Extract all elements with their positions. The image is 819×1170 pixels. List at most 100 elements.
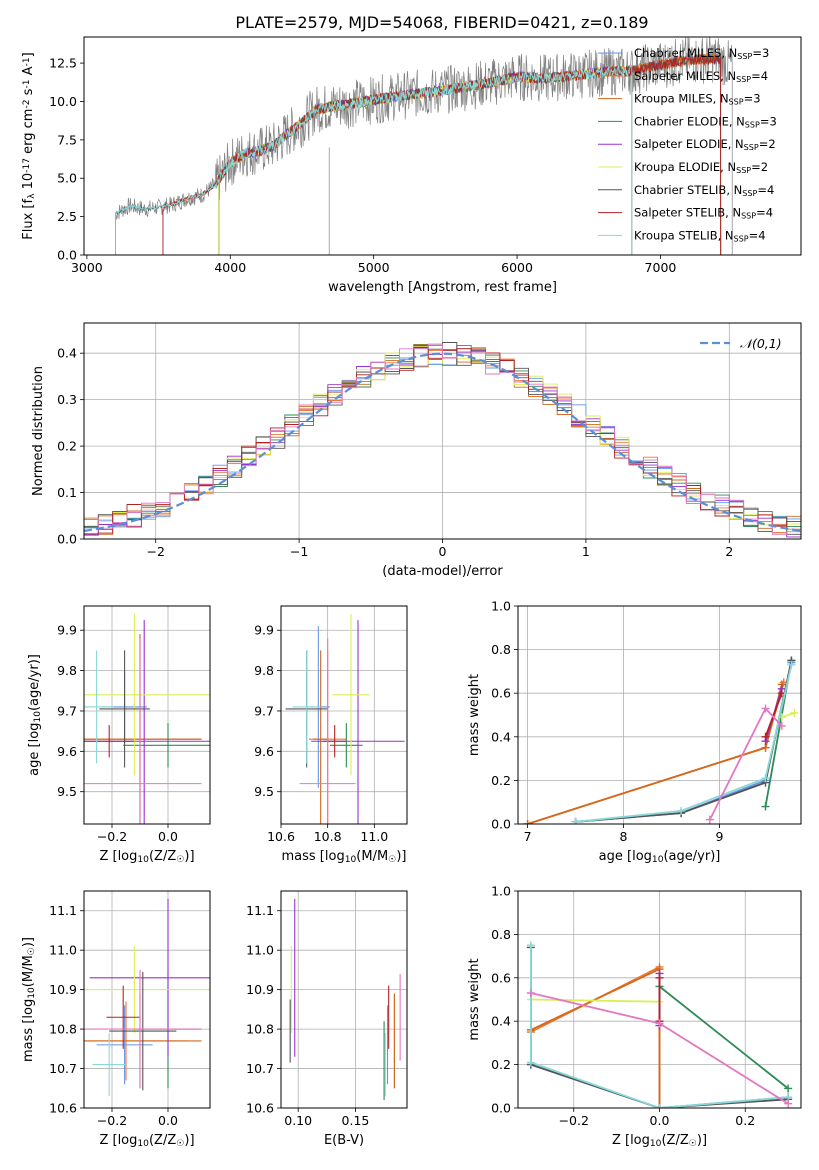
weight-series-8 [764,692,783,738]
x-tick-label: −2 [146,544,164,559]
weight-marker [526,1058,535,1067]
x-tick-label: 0 [439,544,447,559]
y-tick-label: 9.8 [254,663,274,678]
gaussian-curve [84,352,801,532]
panel-residual-hist: −2 −1 0 1 2 0.0 0.1 0.2 0.3 0.4 (data-model)/error… [31,322,802,579]
y-tick-label: 0.4 [57,346,77,361]
y-tick-label: 9.6 [254,744,274,759]
axes-frame [280,605,408,825]
weight-marker [761,704,770,713]
weight-marker [761,774,770,783]
weight-marker [677,806,686,815]
y-axis-label: age [log10(age/yr)] [27,654,43,776]
y-tick-label: 5.0 [57,171,77,186]
legend-label: Chabrier MILES, NSSP=3 [634,46,769,61]
weight-series-6 [781,711,795,719]
panel-mass-weight-vs-Z: −0.2 0.0 0.2 0.0 0.2 0.4 0.6 0.8 1.0 Z [log10(Z/Z… [467,884,802,1149]
weight-marker [526,988,535,997]
weight-marker [655,1104,664,1108]
model-spectrum-line-8 [162,53,722,255]
weight-marker [571,817,580,824]
y-tick-label: 0.0 [491,817,511,832]
x-tick-label: 7 [524,829,532,844]
y-tick-label: 0.8 [491,927,511,942]
x-tick-label: 6000 [501,260,533,275]
residual-histogram-9 [84,343,801,539]
x-axis-label: mass [log10(M/M☉)] [282,849,407,865]
y-tick-label: 10.6 [49,1101,77,1116]
plot-area [115,37,733,255]
y-tick-label: 10.8 [246,1022,274,1037]
y-tick-label: 0.1 [57,485,77,500]
panel-mass-weight-vs-age: 7 8 9 0.0 0.2 0.4 0.6 0.8 1.0 age [log10(age/yr)]… [467,599,802,865]
y-tick-label: 10.0 [49,94,77,109]
y-tick-label: 10.6 [246,1101,274,1116]
weight-marker [523,820,532,824]
x-tick-label: −1 [290,544,308,559]
y-tick-label: 0.2 [491,773,511,788]
y-tick-label: 0.2 [491,1057,511,1072]
y-tick-label: 2.5 [57,209,77,224]
legend-label: Chabrier ELODIE, NSSP=3 [634,114,777,129]
y-tick-label: 0.0 [57,248,77,263]
x-tick-label: 11.0 [360,829,388,844]
y-axis-label: Normed distribution [31,366,46,496]
x-axis-label: Z [log10(Z/Z☉)] [99,1133,194,1149]
legend-label: Salpeter STELIB, NSSP=4 [634,206,773,221]
weight-series-6 [530,998,660,1003]
weight-marker [526,941,535,950]
weight-marker [655,1019,664,1028]
plot-area [84,614,210,824]
y-tick-label: 10.7 [246,1061,274,1076]
panel-spectrum: 3000 4000 5000 6000 7000 0.0 2.5 5.0 7.5 10.0 12.5… [21,36,802,295]
figure-title: PLATE=2579, MJD=54068, FIBERID=0421, z=0… [235,13,648,32]
weight-series-2 [527,682,785,824]
x-axis-label: E(B-V) [324,1133,364,1148]
y-tick-label: 10.9 [49,982,77,997]
weight-series-3 [527,684,783,824]
y-tick-label: 10.8 [49,1022,77,1037]
weight-marker [790,708,799,717]
x-axis-label: (data-model)/error [382,564,503,579]
x-axis-label: age [log10(age/yr)] [599,849,721,865]
x-tick-label: 0.0 [158,829,178,844]
y-tick-label: 10.9 [246,982,274,997]
x-tick-label: −0.2 [559,1113,589,1128]
legend-label: Kroupa STELIB, NSSP=4 [634,228,766,243]
x-tick-label: 0.10 [284,1113,312,1128]
weight-series-4 [658,985,789,1090]
legend: 𝒩(0,1) [700,336,782,351]
axes-frame [83,890,211,1109]
axes-frame [517,890,802,1109]
panel-mass-vs-Z: −0.2 0.0 10.6 10.7 10.8 10.9 11.0 11.1 Z [log10(… [21,890,211,1149]
x-tick-label: −0.2 [97,1113,127,1128]
weight-marker [777,721,786,730]
legend-label: 𝒩(0,1) [740,336,782,351]
legend-label: Salpeter ELODIE, NSSP=2 [634,137,776,152]
y-tick-label: 0.0 [57,532,77,547]
y-axis-label: mass [log10(M/M☉)] [21,937,37,1062]
weight-marker [761,802,770,811]
y-tick-label: 9.7 [254,703,274,718]
plot-area [84,342,801,539]
x-tick-label: 9 [715,829,723,844]
plot-area [285,614,405,824]
x-tick-label: −0.2 [97,829,127,844]
weight-marker [784,1084,793,1093]
y-tick-label: 0.6 [491,686,511,701]
observed-spectrum-line [115,37,733,255]
y-tick-label: 9.5 [57,784,77,799]
x-tick-label: 0.0 [158,1113,178,1128]
legend-label: Salpeter MILES, NSSP=4 [634,69,768,84]
x-tick-label: 2 [725,544,733,559]
panel-age-vs-mass: 10.6 10.8 11.0 9.5 9.6 9.7 9.8 9.9 mass [log10(M… [254,605,408,865]
x-axis-label: Z [log10(Z/Z☉)] [612,1133,707,1149]
y-tick-label: 11.1 [49,903,77,918]
x-tick-label: 7000 [645,260,677,275]
x-tick-label: 0.15 [342,1113,370,1128]
y-tick-label: 1.0 [491,599,511,614]
y-tick-label: 0.0 [491,1101,511,1116]
x-tick-label: 3000 [71,260,103,275]
model-spectrum-line-9 [115,65,633,255]
